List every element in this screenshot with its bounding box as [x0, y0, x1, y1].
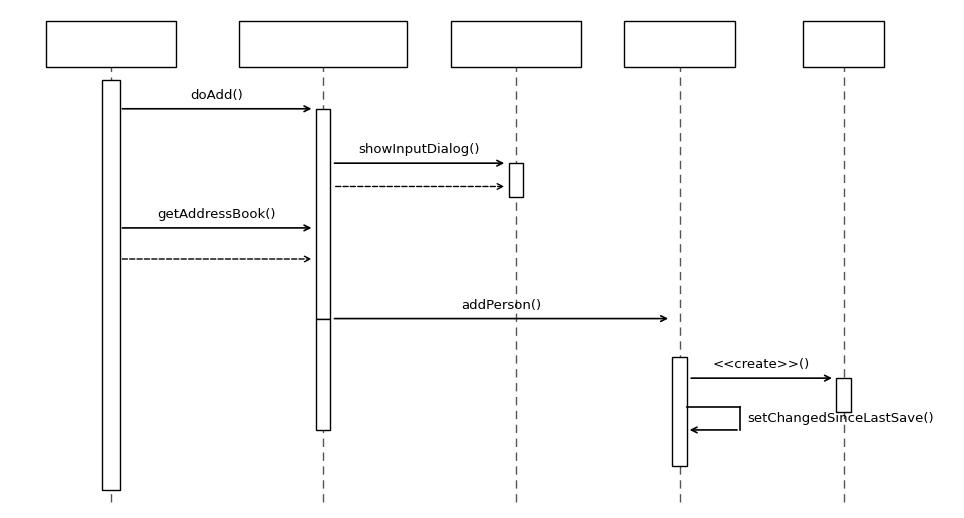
Bar	[509, 163, 523, 197]
Text: showInputDialog(): showInputDialog()	[359, 143, 480, 156]
Bar	[451, 21, 580, 67]
Bar	[673, 357, 686, 466]
Bar	[316, 319, 331, 430]
Text: : AddressBookGUI: : AddressBookGUI	[52, 37, 170, 51]
Text: addPerson(): addPerson()	[461, 299, 542, 312]
Text: getAddressBook(): getAddressBook()	[158, 208, 276, 221]
Bar	[802, 21, 884, 67]
Text: : Person: : Person	[817, 37, 870, 51]
Bar	[316, 109, 331, 319]
Text: : AddressBookController: : AddressBookController	[243, 37, 403, 51]
Text: setChangedSinceLastSave(): setChangedSinceLastSave()	[748, 412, 934, 425]
Bar	[625, 21, 735, 67]
Text: doAdd(): doAdd()	[191, 89, 243, 102]
Bar	[46, 21, 175, 67]
Bar	[837, 378, 851, 412]
Text: : MultiInputPane: : MultiInputPane	[462, 37, 570, 51]
Bar	[102, 80, 120, 490]
Text: : AddressBook: : AddressBook	[632, 37, 727, 51]
Bar	[239, 21, 407, 67]
Text: <<create>>(): <<create>>()	[713, 358, 810, 371]
